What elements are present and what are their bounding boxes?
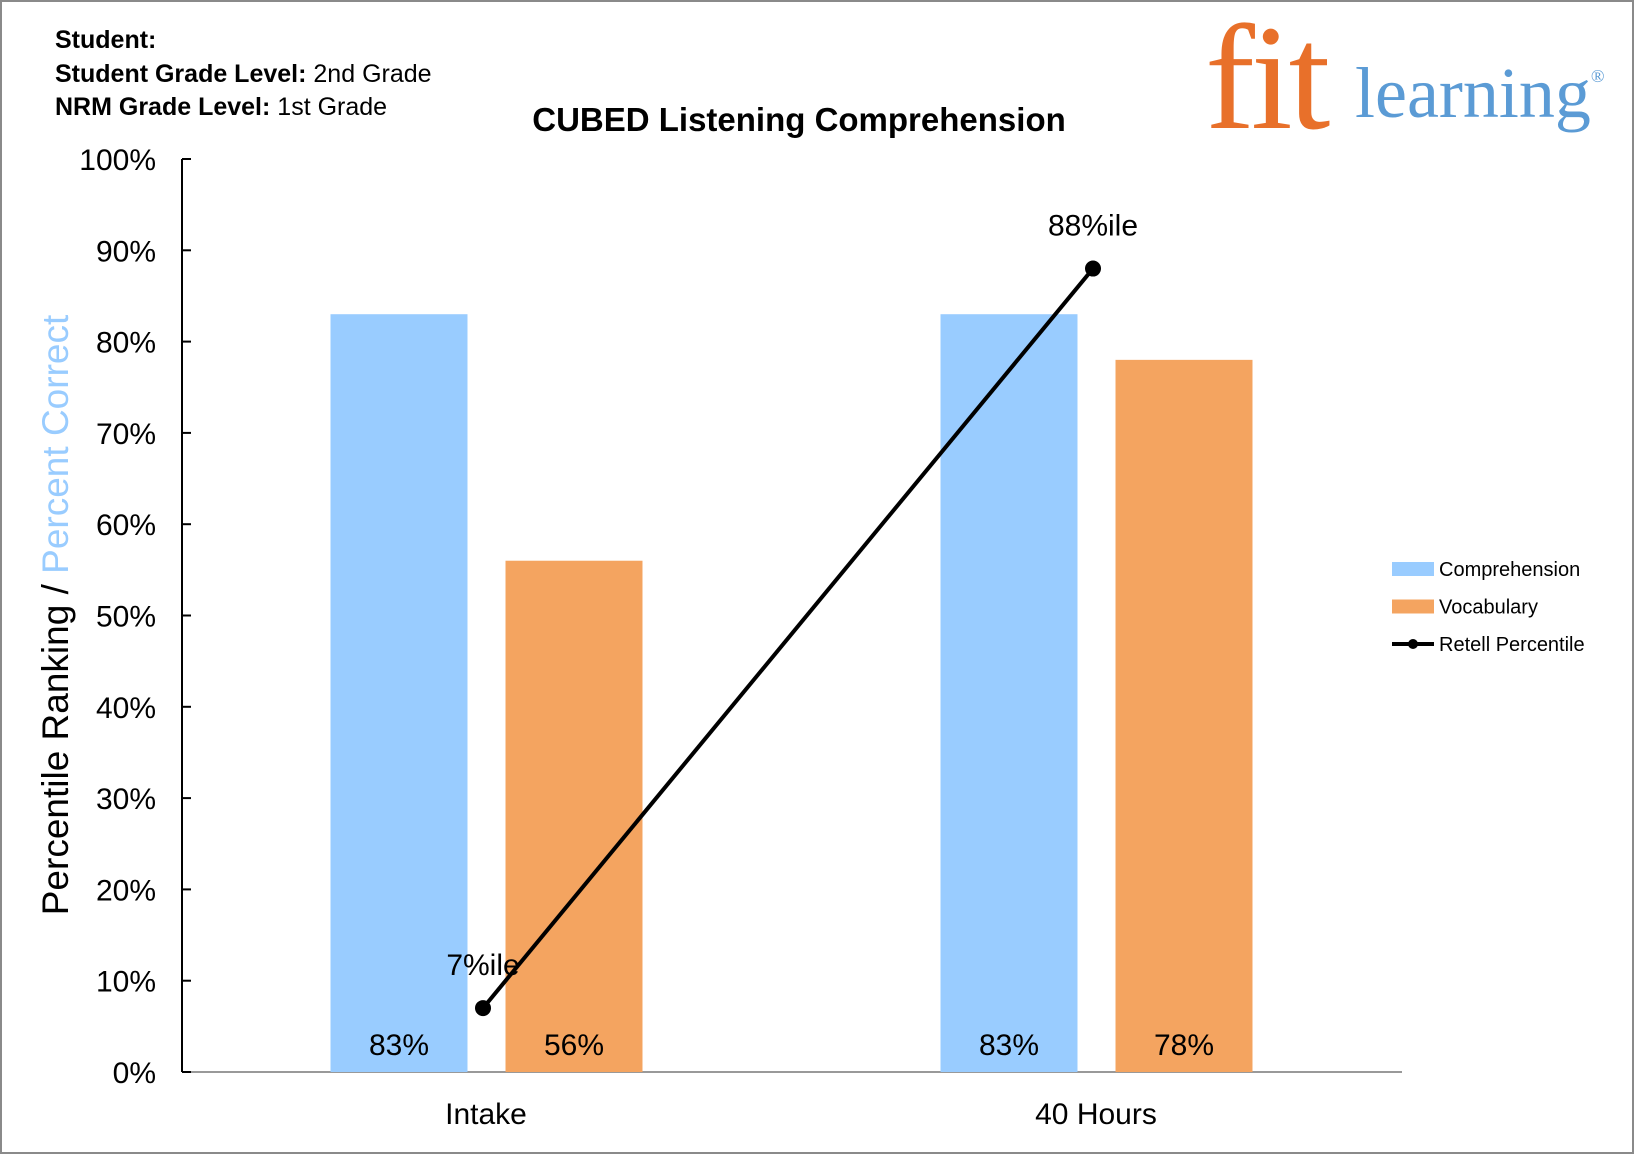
y-tick-label: 50% bbox=[96, 601, 156, 634]
chart-title: CUBED Listening Comprehension bbox=[532, 101, 1066, 138]
student-label: Student: bbox=[55, 26, 157, 54]
legend-swatch-comprehension bbox=[1392, 562, 1434, 576]
legend-label: Vocabulary bbox=[1439, 597, 1538, 619]
bar-comprehension bbox=[940, 314, 1078, 1073]
y-tick-label: 40% bbox=[96, 692, 156, 725]
y-tick-label: 90% bbox=[96, 235, 156, 268]
nrm-line: NRM Grade Level: 1st Grade bbox=[55, 95, 387, 120]
legend-marker-retell bbox=[1408, 639, 1418, 649]
bar-vocabulary bbox=[1115, 359, 1253, 1072]
retell-data-label: 7%ile bbox=[446, 949, 519, 982]
legend-label: Comprehension bbox=[1439, 559, 1580, 581]
logo-learning-text: learning bbox=[1355, 53, 1591, 133]
retell-data-label: 88%ile bbox=[1048, 210, 1138, 243]
bar-vocabulary bbox=[505, 560, 643, 1072]
y-tick-label: 10% bbox=[96, 966, 156, 999]
bar-data-label: 78% bbox=[1154, 1029, 1214, 1062]
legend-swatch-vocabulary bbox=[1392, 599, 1434, 614]
x-tick-label: 40 Hours bbox=[1035, 1098, 1157, 1131]
fit-learning-logo: fit learning® bbox=[1205, 0, 1625, 161]
bar-comprehension bbox=[330, 314, 468, 1073]
legend-label: Retell Percentile bbox=[1439, 634, 1585, 656]
y-tick-label: 60% bbox=[96, 509, 156, 542]
logo-learning: learning® bbox=[1355, 52, 1605, 135]
y-tick-label: 0% bbox=[113, 1057, 156, 1090]
grade-line: Student Grade Level: 2nd Grade bbox=[55, 62, 432, 87]
y-tick-label: 80% bbox=[96, 327, 156, 360]
nrm-value: 1st Grade bbox=[277, 93, 388, 121]
logo-reg: ® bbox=[1590, 66, 1605, 86]
y-axis-label: Percentile Ranking / Percent Correct bbox=[35, 314, 76, 915]
x-tick-label: Intake bbox=[445, 1098, 527, 1131]
y-tick-label: 20% bbox=[96, 874, 156, 907]
retell-point bbox=[1085, 260, 1101, 277]
retell-point bbox=[475, 1000, 491, 1017]
bar-data-label: 83% bbox=[369, 1029, 429, 1062]
logo-fit: fit bbox=[1205, 0, 1330, 161]
y-tick-label: 30% bbox=[96, 783, 156, 816]
grade-label: Student Grade Level: bbox=[55, 60, 307, 88]
bar-data-label: 56% bbox=[544, 1029, 604, 1062]
grade-value: 2nd Grade bbox=[313, 60, 432, 88]
y-axis-label-part2: Percent Correct bbox=[35, 314, 76, 574]
retell-line bbox=[481, 267, 1095, 1010]
bar-data-label: 83% bbox=[979, 1029, 1039, 1062]
y-tick-label: 70% bbox=[96, 418, 156, 451]
student-line: Student: bbox=[55, 28, 156, 53]
y-tick-label: 100% bbox=[79, 144, 156, 177]
nrm-label: NRM Grade Level: bbox=[55, 93, 271, 121]
y-axis-label-part1: Percentile Ranking / bbox=[35, 574, 76, 915]
